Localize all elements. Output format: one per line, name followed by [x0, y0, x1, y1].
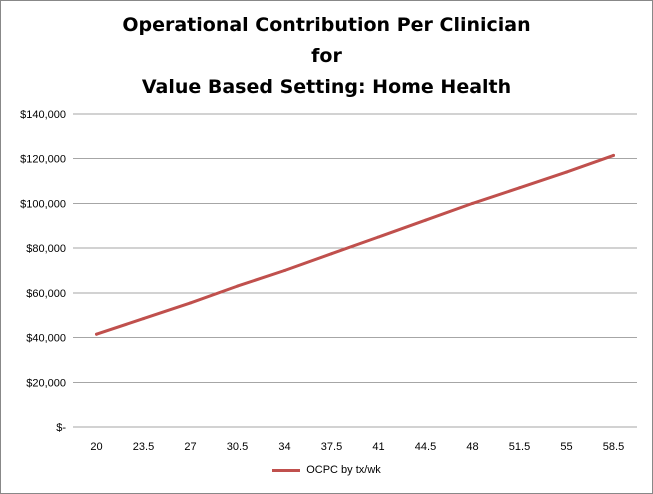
- legend: OCPC by tx/wk: [0, 464, 653, 476]
- legend-swatch: [272, 468, 301, 472]
- y-tick-label: $20,000: [26, 377, 66, 389]
- data-point: [189, 301, 192, 305]
- x-tick-label: 23.5: [133, 441, 154, 453]
- x-tick-label: 30.5: [227, 441, 248, 453]
- data-point: [612, 153, 615, 157]
- gridlines: [73, 113, 637, 428]
- chart-title-line-1: Operational Contribution Per Clinician: [122, 14, 531, 36]
- data-point: [142, 317, 145, 321]
- x-tick-label: 41: [372, 441, 384, 453]
- series-line: [95, 153, 615, 336]
- data-point: [283, 269, 286, 272]
- y-axis-ticks: $- $20,000 $40,000 $60,000 $80,000 $100,000 $1…: [20, 109, 66, 434]
- x-tick-label: 48: [466, 441, 478, 453]
- y-tick-label: $80,000: [26, 243, 66, 255]
- x-tick-label: 58.5: [603, 441, 624, 453]
- y-tick-label: $120,000: [20, 154, 66, 166]
- x-tick-label: 37.5: [321, 441, 342, 453]
- x-tick-label: 20: [90, 441, 102, 453]
- x-tick-label: 44.5: [415, 441, 436, 453]
- y-tick-label: $100,000: [20, 198, 66, 210]
- x-tick-label: 27: [184, 441, 196, 453]
- x-tick-label: 51.5: [509, 441, 530, 453]
- y-tick-label: $140,000: [20, 109, 66, 121]
- data-point: [377, 235, 380, 239]
- legend-label: OCPC by tx/wk: [306, 464, 381, 476]
- y-tick-label: $-: [56, 422, 66, 434]
- data-point: [236, 284, 239, 288]
- data-point: [95, 332, 98, 336]
- data-point: [424, 218, 427, 222]
- chart-title-line-3: Value Based Setting: Home Health: [141, 76, 512, 98]
- x-tick-label: 34: [278, 441, 290, 453]
- chart-title-line-2: for: [311, 45, 342, 67]
- data-point: [565, 170, 568, 174]
- series-lines: [95, 153, 615, 336]
- y-tick-label: $60,000: [26, 288, 66, 300]
- chart-title: Operational Contribution Per Clinician f…: [0, 10, 653, 103]
- data-point: [330, 252, 333, 256]
- x-tick-label: 55: [560, 441, 572, 453]
- data-point: [471, 201, 474, 205]
- data-point: [518, 186, 521, 190]
- y-tick-label: $40,000: [26, 333, 66, 345]
- x-axis-ticks: 20 23.5 27 30.5 34 37.5 41 44.5 48 51.5 55 58.5: [90, 441, 624, 453]
